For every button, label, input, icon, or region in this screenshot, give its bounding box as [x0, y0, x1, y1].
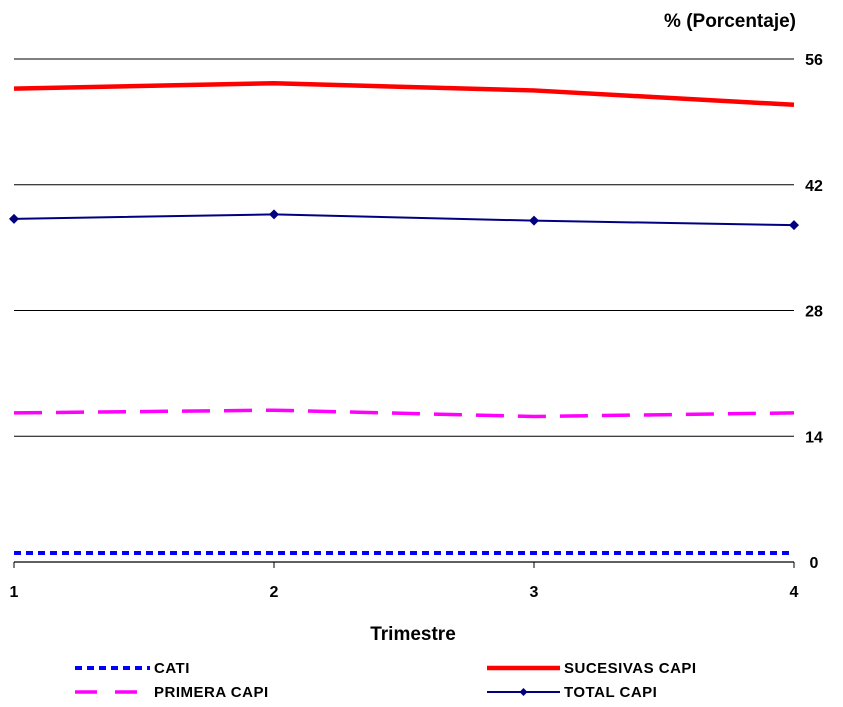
y-axis-title: % (Porcentaje): [664, 11, 796, 32]
grid-lines: [14, 58, 794, 437]
data-point-marker: [789, 220, 799, 231]
y-axis-ticks: 56 42 28 14 0: [805, 52, 823, 572]
y-tick-label: 42: [805, 178, 823, 195]
data-point-marker: [269, 209, 279, 220]
x-tick-label: 1: [10, 584, 19, 601]
x-axis: 1 2 3 4: [10, 561, 799, 601]
legend-marker: [519, 688, 528, 696]
y-tick-label: 14: [805, 429, 823, 446]
legend-label: SUCESIVAS CAPI: [564, 660, 697, 677]
series-lines: [9, 81, 799, 556]
series-line-total-capi: [13, 213, 795, 227]
data-point-marker: [529, 215, 539, 226]
legend-label: CATI: [154, 660, 190, 677]
y-tick-label: 0: [810, 555, 819, 572]
legend: CATI SUCESIVAS CAPI PRIMERA CAPI TOTAL CAPI: [75, 660, 697, 701]
data-point-marker: [9, 213, 19, 224]
y-tick-label: 56: [805, 52, 823, 69]
y-tick-label: 28: [805, 304, 823, 321]
x-tick-label: 2: [270, 584, 279, 601]
legend-label: PRIMERA CAPI: [154, 684, 269, 701]
x-axis-title: Trimestre: [370, 624, 456, 645]
series-line-sucesivas-capi: [13, 81, 795, 108]
legend-label: TOTAL CAPI: [564, 684, 657, 701]
x-tick-label: 4: [790, 584, 799, 601]
series-line-primera-capi: [13, 408, 795, 419]
x-tick-label: 3: [530, 584, 539, 601]
